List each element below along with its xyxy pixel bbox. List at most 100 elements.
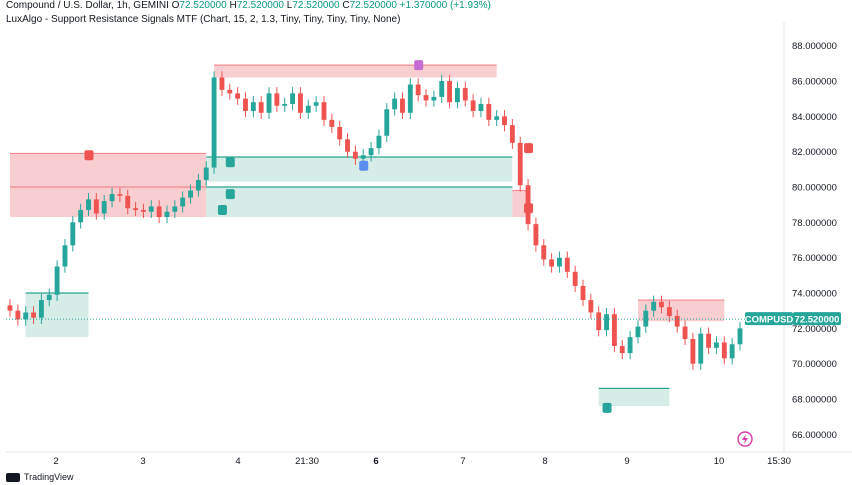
candle xyxy=(156,206,162,218)
candle xyxy=(305,105,311,113)
x-tick-label: 21:30 xyxy=(295,456,319,467)
candle xyxy=(698,333,704,364)
candle xyxy=(478,103,484,112)
candle xyxy=(470,100,476,112)
signal-marker xyxy=(524,203,534,214)
candle xyxy=(188,190,193,198)
x-tick-label: 15:30 xyxy=(767,456,791,467)
x-tick-label: 2 xyxy=(53,456,58,467)
y-tick-label: 66.000000 xyxy=(792,430,837,441)
candle xyxy=(93,199,99,214)
x-tick-label: 4 xyxy=(235,456,240,467)
candle xyxy=(250,102,256,112)
candle xyxy=(486,103,492,120)
symbol-title: Compound / U.S. Dollar, 1h, GEMINI xyxy=(6,0,169,11)
candle xyxy=(70,222,76,246)
signal-marker xyxy=(217,204,227,215)
candle xyxy=(297,93,303,113)
candle xyxy=(564,257,570,272)
candle xyxy=(376,135,382,149)
candle xyxy=(345,139,350,152)
candle xyxy=(611,314,617,346)
chart-header: Compound / U.S. Dollar, 1h, GEMINI O 72.5… xyxy=(6,0,491,11)
candle xyxy=(706,333,712,348)
candle xyxy=(502,116,507,126)
candle xyxy=(38,300,44,318)
candle xyxy=(690,338,696,364)
signal-marker xyxy=(524,143,534,154)
open-label: O xyxy=(171,0,180,11)
low-label: L xyxy=(286,0,293,11)
candle xyxy=(172,206,178,212)
candle xyxy=(195,179,201,191)
candle xyxy=(329,119,335,127)
x-tick-label: 6 xyxy=(373,456,378,467)
x-tick-label: 7 xyxy=(460,456,465,467)
candle xyxy=(439,81,445,97)
candle xyxy=(674,315,680,327)
close-value: 72.520000 xyxy=(349,0,397,11)
current-price-tag xyxy=(793,312,841,326)
candle xyxy=(23,312,29,320)
candle xyxy=(714,342,719,348)
change-value: +1.370000 (+1.93%) xyxy=(399,0,491,11)
candle xyxy=(337,126,343,140)
x-tick-label: 9 xyxy=(624,456,629,467)
resistance-zone xyxy=(637,300,725,322)
signal-marker xyxy=(414,60,424,71)
candle xyxy=(78,209,84,223)
tradingview-logo[interactable]: TradingView xyxy=(6,472,74,482)
candle xyxy=(227,89,233,94)
y-tick-label: 82.000000 xyxy=(792,147,837,158)
candle xyxy=(666,307,672,316)
y-tick-label: 70.000000 xyxy=(792,359,837,370)
candle xyxy=(258,102,264,113)
resistance-zone xyxy=(10,153,207,189)
candle xyxy=(549,259,555,267)
candle xyxy=(447,81,453,103)
y-tick-label: 88.000000 xyxy=(792,41,837,52)
candle xyxy=(557,257,562,267)
x-tick-label: 8 xyxy=(542,456,547,467)
candle xyxy=(211,77,217,168)
resistance-zone xyxy=(214,65,497,78)
candle xyxy=(541,245,547,260)
candle xyxy=(368,148,374,156)
candle xyxy=(494,116,500,120)
candle xyxy=(651,301,657,311)
signal-marker xyxy=(602,402,612,413)
candle xyxy=(400,98,405,113)
candle xyxy=(462,88,468,101)
candle xyxy=(133,208,139,210)
candle xyxy=(235,93,241,99)
candle xyxy=(454,88,460,103)
lightning-icon xyxy=(737,431,753,447)
lightning-icon-bolt xyxy=(742,434,748,444)
y-tick-label: 74.000000 xyxy=(792,289,837,300)
candle xyxy=(643,310,649,327)
y-tick-label: 76.000000 xyxy=(792,253,837,264)
indicator-legend[interactable]: LuxAlgo - Support Resistance Signals MTF… xyxy=(6,14,401,25)
current-price-label: 72.520000 xyxy=(795,315,840,326)
candle xyxy=(682,326,688,339)
candle xyxy=(729,344,735,359)
candle xyxy=(384,109,390,136)
candle xyxy=(46,294,52,301)
candle xyxy=(86,199,91,210)
candle xyxy=(533,224,539,246)
symbol-tag-label: COMPUSD xyxy=(745,315,794,326)
y-tick-label: 86.000000 xyxy=(792,77,837,88)
high-label: H xyxy=(229,0,237,11)
candle xyxy=(721,342,727,359)
signal-marker xyxy=(359,160,369,171)
support-zone xyxy=(598,388,670,407)
symbol-tag xyxy=(745,312,793,326)
candle xyxy=(588,300,594,313)
support-zone xyxy=(206,187,513,218)
candle xyxy=(164,211,170,218)
candle xyxy=(290,93,296,104)
candle xyxy=(31,312,36,318)
candle xyxy=(313,102,319,106)
candle xyxy=(509,125,515,143)
